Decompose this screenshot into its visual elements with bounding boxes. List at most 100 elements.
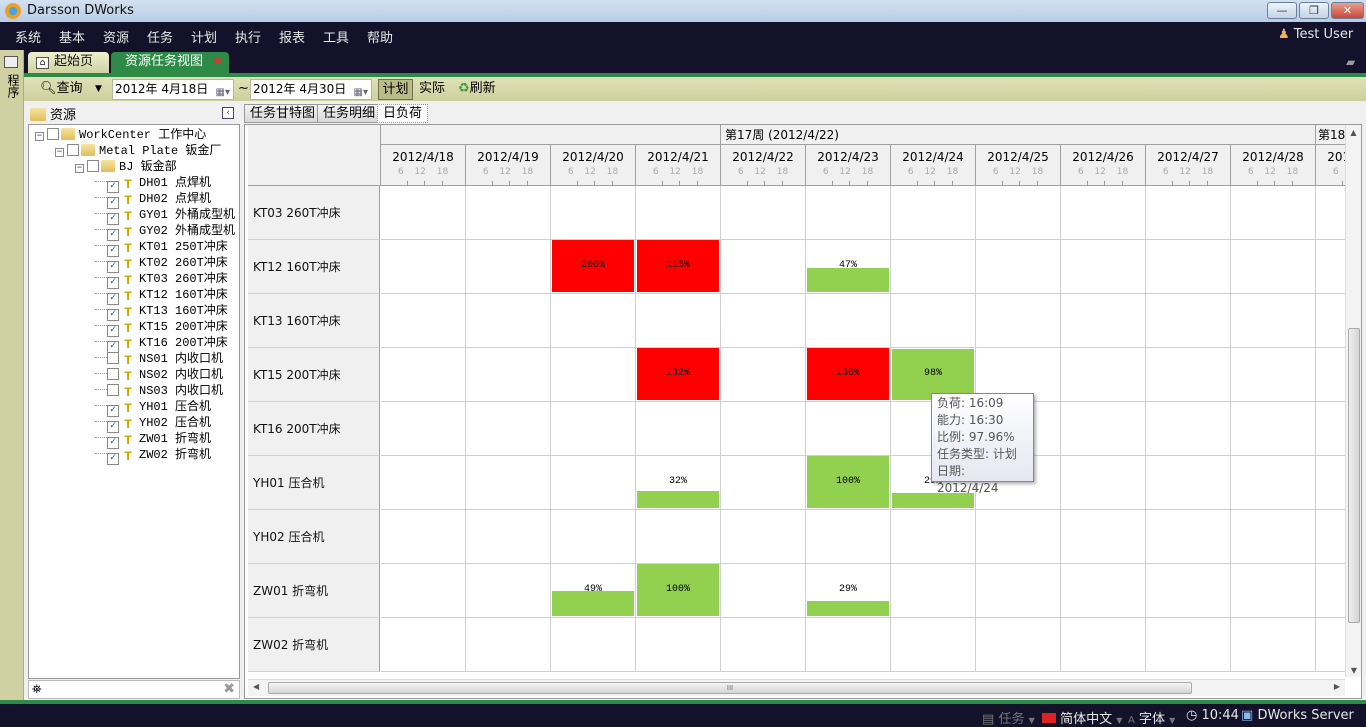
load-cell[interactable] (1146, 348, 1231, 402)
load-cell[interactable] (1061, 348, 1146, 402)
tree-search[interactable]: ⛯ ✖ (28, 680, 240, 699)
load-cell[interactable] (721, 456, 806, 510)
load-cell[interactable] (466, 456, 551, 510)
load-cell[interactable] (1316, 240, 1345, 294)
load-bar[interactable] (637, 491, 719, 508)
load-cell[interactable] (891, 186, 976, 240)
tree-node[interactable]: ✓ T YH02 压合机 (95, 415, 211, 433)
pin-icon[interactable]: ▰ (1346, 55, 1356, 69)
menu-item[interactable]: 帮助 (367, 31, 394, 46)
tree-node[interactable]: T NS01 内收口机 (95, 351, 223, 367)
load-cell[interactable] (551, 402, 636, 456)
load-cell[interactable] (1231, 618, 1316, 672)
font-selector[interactable]: A 字体 ▼ (1128, 712, 1176, 727)
menu-item[interactable]: 基本 (59, 31, 86, 46)
load-cell[interactable]: 49% (551, 564, 636, 618)
load-cell[interactable] (806, 618, 891, 672)
load-cell[interactable] (806, 510, 891, 564)
load-cell[interactable]: 98% (891, 348, 976, 402)
load-cell[interactable] (976, 294, 1061, 348)
load-cell[interactable]: 115% (636, 240, 721, 294)
load-cell[interactable] (1231, 456, 1316, 510)
load-cell[interactable] (721, 240, 806, 294)
load-cell[interactable]: 29% (806, 564, 891, 618)
refresh-button[interactable]: ♻刷新 (458, 80, 496, 98)
collapse-icon[interactable]: − (35, 131, 44, 141)
load-cell[interactable] (976, 456, 1061, 510)
load-cell[interactable] (1146, 564, 1231, 618)
plan-toggle-button[interactable]: 计划 (378, 79, 413, 100)
scroll-right-icon[interactable]: ▶ (1333, 682, 1340, 691)
query-button[interactable]: 🔍︎查询 (40, 80, 83, 98)
load-cell[interactable] (466, 294, 551, 348)
menu-item[interactable]: 报表 (279, 31, 306, 46)
tree-checkbox[interactable]: ✓ (107, 181, 119, 193)
load-cell[interactable] (381, 186, 466, 240)
load-cell[interactable] (1061, 186, 1146, 240)
server-status[interactable]: ▣ DWorks Server (1241, 708, 1354, 723)
load-cell[interactable] (466, 510, 551, 564)
load-cell[interactable] (1061, 294, 1146, 348)
load-cell[interactable] (551, 456, 636, 510)
load-cell[interactable] (976, 510, 1061, 564)
menu-item[interactable]: 任务 (147, 31, 174, 46)
load-cell[interactable] (636, 618, 721, 672)
load-cell[interactable] (1146, 294, 1231, 348)
load-cell[interactable] (976, 618, 1061, 672)
calendar-dropdown-icon[interactable]: ▦▾ (215, 87, 230, 98)
load-cell[interactable] (891, 510, 976, 564)
query-dropdown-icon[interactable]: ▼ (95, 84, 102, 94)
load-bar[interactable] (807, 456, 889, 508)
tree-node[interactable]: ✓ T GY01 外桶成型机 (95, 207, 235, 225)
menu-item[interactable]: 计划 (191, 31, 218, 46)
tab-resource-task-view[interactable]: 资源任务视图 ✖ (111, 52, 229, 73)
overload-bar[interactable] (807, 348, 889, 400)
minimize-button[interactable]: — (1267, 2, 1297, 19)
load-cell[interactable] (1146, 240, 1231, 294)
tree-node[interactable]: T NS02 内收口机 (95, 367, 223, 383)
load-cell[interactable] (1061, 240, 1146, 294)
load-cell[interactable] (636, 186, 721, 240)
load-cell[interactable] (636, 402, 721, 456)
load-cell[interactable] (1061, 456, 1146, 510)
load-cell[interactable] (466, 348, 551, 402)
horizontal-scrollbar[interactable]: ◀ III ▶ (248, 679, 1345, 696)
tree-node[interactable]: ✓ T YH01 压合机 (95, 399, 211, 417)
view-tab[interactable]: 日负荷 (377, 104, 429, 123)
load-cell[interactable] (466, 402, 551, 456)
tree-checkbox[interactable]: ✓ (107, 213, 119, 225)
tree-node[interactable]: − WorkCenter 工作中心 (35, 127, 206, 143)
load-cell[interactable] (1146, 510, 1231, 564)
tab-start-page[interactable]: ⌂ 起始页 (28, 52, 109, 73)
load-cell[interactable] (381, 348, 466, 402)
collapse-panel-button[interactable]: ‹ (222, 107, 234, 119)
load-cell[interactable] (1231, 348, 1316, 402)
load-cell[interactable] (551, 294, 636, 348)
tree-checkbox[interactable] (107, 368, 119, 380)
load-cell[interactable] (1061, 402, 1146, 456)
load-cell[interactable] (1231, 186, 1316, 240)
tree-node[interactable]: ✓ T KT13 160T冲床 (95, 303, 228, 321)
load-cell[interactable] (1061, 618, 1146, 672)
menu-item[interactable]: 执行 (235, 31, 262, 46)
tree-checkbox[interactable]: ✓ (107, 277, 119, 289)
tree-checkbox[interactable] (107, 352, 119, 364)
load-cell[interactable] (551, 186, 636, 240)
load-cell[interactable] (891, 564, 976, 618)
calendar-dropdown-icon[interactable]: ▦▾ (353, 87, 368, 98)
tree-checkbox[interactable]: ✓ (107, 453, 119, 465)
load-cell[interactable] (721, 294, 806, 348)
scroll-down-icon[interactable]: ▼ (1350, 666, 1358, 675)
load-cell[interactable] (381, 456, 466, 510)
load-cell[interactable] (721, 510, 806, 564)
load-cell[interactable] (1316, 402, 1345, 456)
tree-node[interactable]: ✓ T DH02 点焊机 (95, 191, 211, 209)
user-menu[interactable]: ♟ Test User (1278, 27, 1353, 42)
load-cell[interactable]: 200% (551, 240, 636, 294)
load-cell[interactable] (381, 510, 466, 564)
tasks-status[interactable]: ▤ 任务 ▼ (982, 712, 1035, 727)
load-cell[interactable] (1316, 564, 1345, 618)
tree-checkbox[interactable]: ✓ (107, 261, 119, 273)
load-cell[interactable]: 132% (636, 348, 721, 402)
overload-bar[interactable] (637, 240, 719, 292)
